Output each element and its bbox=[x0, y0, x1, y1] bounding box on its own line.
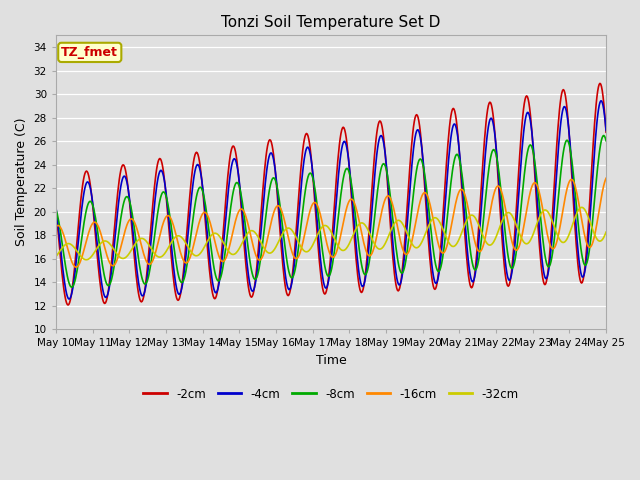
Text: TZ_fmet: TZ_fmet bbox=[61, 46, 118, 59]
Title: Tonzi Soil Temperature Set D: Tonzi Soil Temperature Set D bbox=[221, 15, 440, 30]
Y-axis label: Soil Temperature (C): Soil Temperature (C) bbox=[15, 118, 28, 246]
Legend: -2cm, -4cm, -8cm, -16cm, -32cm: -2cm, -4cm, -8cm, -16cm, -32cm bbox=[138, 383, 524, 405]
X-axis label: Time: Time bbox=[316, 354, 346, 367]
